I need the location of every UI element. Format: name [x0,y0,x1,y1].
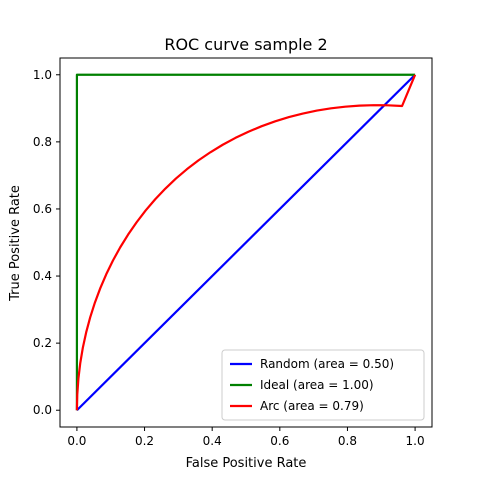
y-tick-label: 0.4 [33,269,52,283]
y-tick-label: 0.6 [33,202,52,216]
y-axis-label: True Positive Rate [8,185,23,302]
plot-area [75,73,417,412]
y-tick-label: 1.0 [33,68,52,82]
y-tick-label: 0.0 [33,403,52,417]
x-tick-label: 1.0 [406,434,425,448]
series-line-2 [75,74,417,411]
axis-ticks: 0.0 0.2 0.4 0.6 0.8 1.0 0.0 0.2 0.4 0.6 0.8 1.0 [33,68,425,448]
y-tick-label: 0.8 [33,135,52,149]
x-tick-label: 0.6 [270,434,289,448]
legend-label-0: Random (area = 0.50) [260,357,394,371]
x-tick-label: 0.4 [203,434,222,448]
series-line-0 [76,73,416,412]
x-tick-label: 0.2 [135,434,154,448]
legend: Random (area = 0.50) Ideal (area = 1.00) A… [221,349,425,421]
legend-label-2: Arc (area = 0.79) [260,399,364,413]
series-line-1 [75,73,416,411]
chart-title: ROC curve sample 2 [164,35,327,54]
y-tick-label: 0.2 [33,336,52,350]
legend-box [221,349,425,421]
plot-frame [59,57,433,428]
x-tick-label: 0.8 [338,434,357,448]
x-tick-label: 0.0 [67,434,86,448]
legend-label-1: Ideal (area = 1.00) [260,378,374,392]
x-axis-label: False Positive Rate [186,456,307,471]
